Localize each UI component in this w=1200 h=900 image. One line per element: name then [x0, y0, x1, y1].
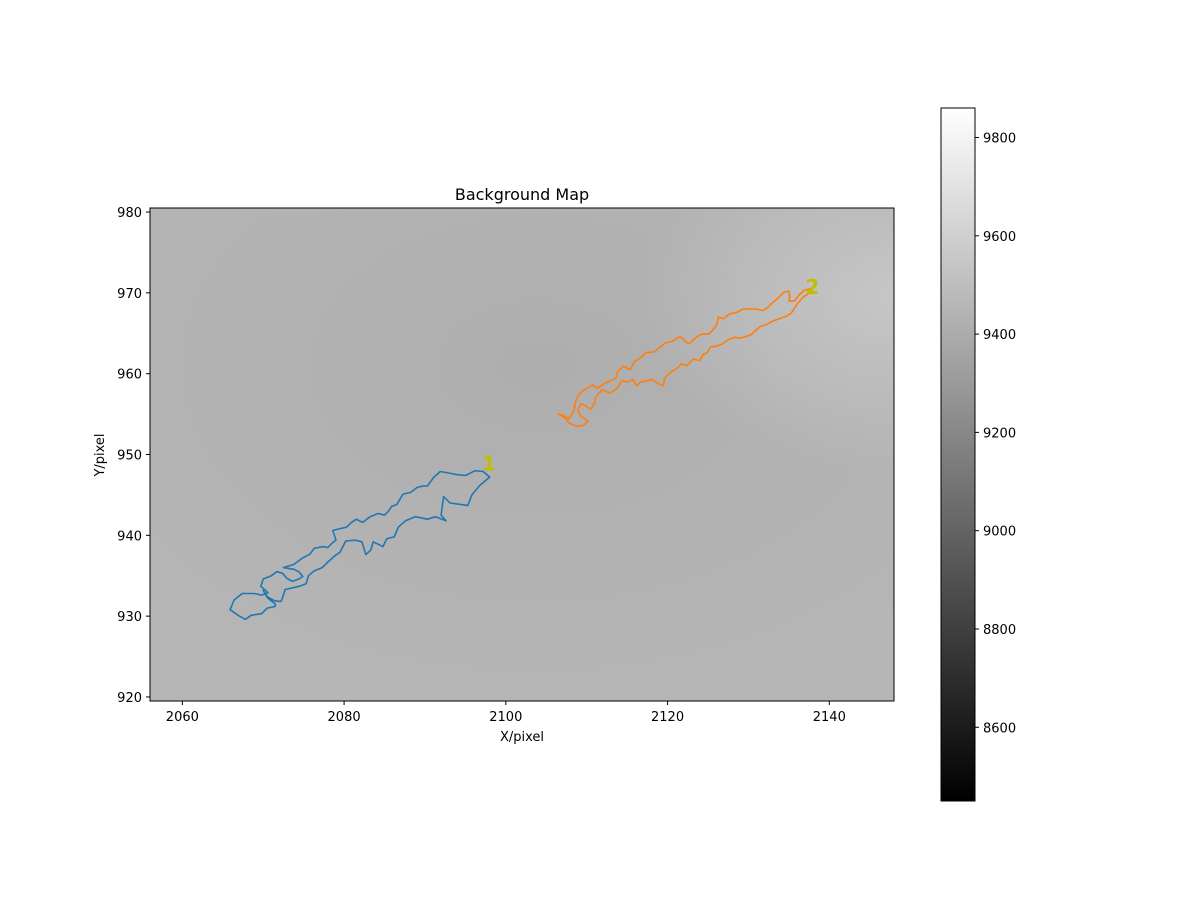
colorbar: 8600 8800 9000 9200 9400 9600 9800	[940, 107, 1016, 802]
colorbar-tick-label: 9000	[983, 525, 1016, 540]
y-tick-label: 940	[117, 529, 142, 544]
y-axis-label: Y/pixel	[93, 433, 108, 477]
y-tick-label: 920	[117, 691, 142, 706]
colorbar-gradient-bar	[941, 108, 975, 801]
source-contours	[229, 287, 813, 621]
background-bright-region	[150, 208, 894, 701]
y-tick-label: 950	[117, 449, 142, 464]
x-axis: 2060 2080 2100 2120 2140	[166, 701, 846, 725]
x-tick-label: 2060	[166, 710, 199, 725]
y-tick-label: 930	[117, 610, 142, 625]
contour-source-1	[229, 469, 491, 621]
source-label-1: 1	[482, 451, 496, 475]
y-tick-label: 970	[117, 287, 142, 302]
plot-area: 12	[149, 207, 895, 702]
x-tick-label: 2100	[489, 710, 522, 725]
chart-title: Background Map	[455, 185, 589, 204]
x-axis-label: X/pixel	[500, 730, 544, 745]
colorbar-tick-label: 9600	[983, 230, 1016, 245]
colorbar-tick-label: 8600	[983, 721, 1016, 736]
x-tick-label: 2140	[813, 710, 846, 725]
y-tick-label: 980	[117, 206, 142, 221]
contour-source-2	[557, 287, 813, 428]
source-labels: 12	[482, 275, 819, 475]
colorbar-frame	[940, 107, 976, 802]
y-tick-label: 960	[117, 368, 142, 383]
colorbar-tick-label: 9400	[983, 328, 1016, 343]
colorbar-tick-label: 8800	[983, 623, 1016, 638]
y-axis: 920 930 940 950 960 970 980	[117, 206, 150, 706]
x-tick-label: 2080	[328, 710, 361, 725]
colorbar-ticks: 8600 8800 9000 9200 9400 9600 9800	[975, 131, 1016, 736]
x-tick-label: 2120	[651, 710, 684, 725]
colorbar-tick-label: 9800	[983, 131, 1016, 146]
colorbar-tick-label: 9200	[983, 426, 1016, 441]
source-label-2: 2	[805, 275, 819, 299]
